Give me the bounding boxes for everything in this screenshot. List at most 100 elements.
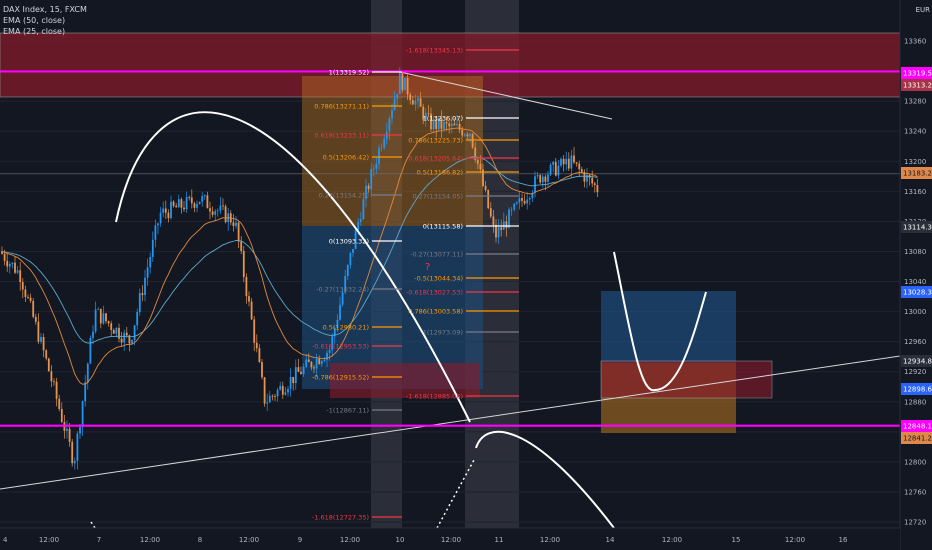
price-tag-text-6: 12898.66	[903, 386, 932, 394]
candle-body	[144, 277, 146, 296]
candle-body	[133, 325, 136, 341]
candle-body	[570, 155, 573, 169]
candle-body	[123, 332, 126, 343]
fib-left-label-9: -0.786(12915.52)	[312, 374, 369, 382]
candle-body	[175, 205, 178, 208]
candle-body	[112, 329, 115, 334]
candle-body	[297, 367, 300, 372]
candle-body	[237, 222, 240, 242]
candle-body	[528, 198, 531, 200]
candle-body	[263, 377, 266, 404]
y-tick-16: 12720	[904, 519, 926, 527]
candle-body	[73, 460, 76, 464]
candle-body	[71, 441, 74, 464]
fib-left-label-2: 0.618(13233.11)	[314, 132, 369, 140]
candle-body	[240, 241, 243, 252]
candle-body	[471, 133, 474, 148]
candle-body	[557, 165, 560, 176]
candle-body	[565, 158, 568, 165]
candle-body	[500, 227, 503, 230]
candle-body	[3, 253, 6, 261]
y-tick-3: 13240	[904, 128, 926, 136]
candle-body	[141, 293, 144, 296]
candle-body	[209, 208, 211, 212]
fib-right-label-12: -1.618(12885.06)	[406, 393, 463, 401]
candle-body	[422, 106, 425, 120]
candle-body	[409, 94, 412, 101]
candle-body	[310, 362, 313, 368]
legend-symbol: DAX Index, 15, FXCM	[3, 5, 87, 14]
candle-body	[66, 428, 68, 431]
candle-body	[190, 197, 193, 204]
candle-body	[443, 121, 445, 129]
candle-body	[549, 164, 552, 175]
candle-body	[188, 197, 191, 198]
fib-right-label-10: 0.786(13003.58)	[408, 308, 463, 316]
candle-body	[107, 321, 110, 324]
candle-body	[341, 292, 344, 305]
candle-body	[68, 428, 71, 442]
fib-right-label-9: -0.618(13027.53)	[406, 289, 463, 297]
fib-right-label-0: -1.618(13345.13)	[406, 47, 463, 55]
x-tick-8: 12:00	[441, 536, 461, 544]
candle-body	[372, 168, 375, 170]
candle-body	[427, 113, 430, 114]
candle-body	[19, 270, 22, 283]
candle-body	[508, 209, 510, 228]
candle-body	[125, 332, 128, 336]
candle-body	[391, 109, 393, 119]
candle-body	[118, 327, 120, 339]
y-tick-4: 13200	[904, 158, 926, 166]
candle-body	[284, 392, 287, 395]
candle-body	[401, 73, 404, 91]
candle-body	[531, 192, 534, 199]
candle-body	[495, 224, 497, 238]
candle-body	[437, 117, 440, 129]
candle-body	[120, 338, 123, 343]
candle-body	[294, 367, 297, 384]
candle-body	[222, 205, 224, 207]
candle-body	[203, 195, 206, 197]
x-tick-5: 9	[298, 536, 302, 544]
price-tag-1	[901, 79, 932, 91]
candle-body	[518, 198, 521, 203]
target-blue-zone	[601, 291, 736, 363]
candle-body	[578, 163, 581, 170]
candle-body	[419, 98, 422, 107]
candle-body	[474, 147, 477, 160]
fib-right-label-4: 0.5(13186.82)	[417, 169, 463, 177]
candle-body	[513, 203, 516, 210]
candle-body	[261, 362, 263, 378]
candle-body	[214, 211, 217, 215]
candle-body	[323, 359, 326, 362]
candle-body	[193, 203, 196, 208]
candle-body	[274, 396, 276, 397]
candle-body	[398, 73, 401, 95]
candle-body	[463, 134, 466, 136]
candle-body	[552, 161, 555, 165]
candle-body	[380, 147, 383, 149]
x-tick-2: 12:00	[140, 536, 160, 544]
candle-body	[92, 331, 94, 338]
x-tick-1: 7	[97, 536, 101, 544]
candle-body	[547, 174, 549, 182]
candle-body	[456, 123, 458, 126]
candle-body	[440, 117, 443, 129]
candle-body	[554, 161, 557, 176]
fib-left-label-10: -1(12867.11)	[326, 407, 369, 415]
candle-body	[497, 227, 500, 238]
candle-body	[196, 204, 198, 208]
candle-body	[201, 196, 204, 202]
candle-body	[484, 185, 487, 191]
candle-body	[235, 222, 237, 226]
candle-body	[414, 100, 417, 105]
candle-body	[365, 185, 367, 200]
candle-body	[521, 198, 523, 201]
candle-body	[146, 267, 149, 278]
y-tick-0: 13360	[904, 38, 926, 46]
overlay-question: ?	[425, 262, 430, 273]
price-tag-7	[901, 420, 932, 432]
candle-body	[315, 358, 318, 369]
candle-body	[339, 304, 341, 320]
